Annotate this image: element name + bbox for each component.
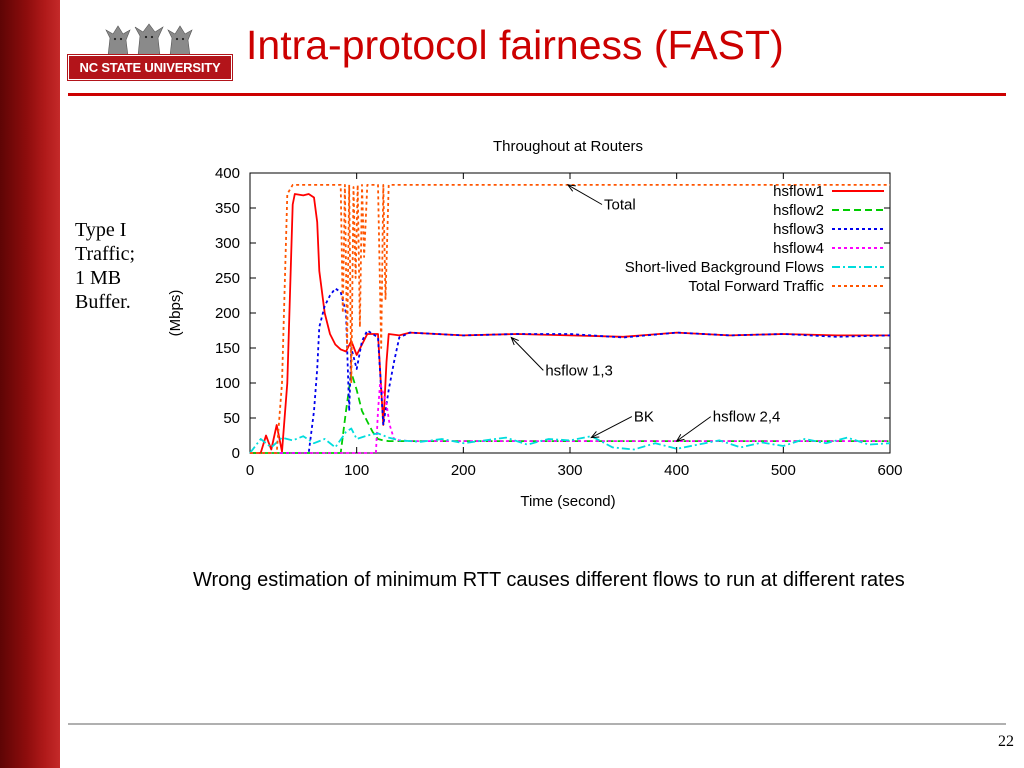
y-axis-label: (Mbps) <box>167 290 184 337</box>
traffic-type-note: Type I Traffic; 1 MB Buffer. <box>75 218 135 314</box>
annotation-arrow <box>510 337 544 371</box>
series-line <box>249 427 891 454</box>
legend-label: hsflow1 <box>773 183 824 200</box>
y-tick-label: 400 <box>215 165 240 182</box>
annotation-arrow <box>567 184 603 205</box>
annotation-label: Total <box>604 197 636 214</box>
page-number: 22 <box>998 733 1014 750</box>
series-line <box>250 287 891 454</box>
legend-label: Total Forward Traffic <box>688 278 824 295</box>
annotation-arrow <box>591 416 633 439</box>
series-line <box>250 193 890 454</box>
legend-label: hsflow3 <box>773 221 824 238</box>
y-tick-label: 100 <box>215 375 240 392</box>
y-tick-label: 150 <box>215 340 240 357</box>
x-tick-label: 500 <box>771 462 796 479</box>
x-tick-label: 400 <box>664 462 689 479</box>
y-tick-label: 200 <box>215 305 240 322</box>
throughput-chart: Throughout at Routers 0 100 200 300 400 500 60… <box>167 138 903 510</box>
legend-label: hsflow2 <box>773 202 824 219</box>
side-note-line: Traffic; <box>75 243 135 265</box>
x-tick-label: 0 <box>246 462 254 479</box>
side-note-line: Buffer. <box>75 291 131 313</box>
series-line <box>250 371 890 454</box>
wolf-mascot-icon <box>105 23 193 56</box>
annotation-arrow <box>676 416 712 442</box>
annotation-label: BK <box>634 409 654 426</box>
logo-wordmark-bar: NC STATE UNIVERSITY <box>68 55 232 80</box>
annotation-arrowhead <box>675 434 685 442</box>
title-divider <box>68 93 1006 96</box>
annotation-label: hsflow 2,4 <box>713 409 781 426</box>
y-tick-label: 50 <box>223 410 240 427</box>
footer-divider <box>68 723 1006 725</box>
y-tick-label: 0 <box>232 445 240 462</box>
slide-sidebar-band <box>0 0 60 768</box>
annotation-arrowhead <box>590 431 600 439</box>
x-tick-label: 600 <box>877 462 902 479</box>
slide-title: Intra-protocol fairness (FAST) <box>246 22 784 68</box>
slide-caption: Wrong estimation of minimum RTT causes d… <box>193 569 905 591</box>
x-tick-label: 200 <box>451 462 476 479</box>
y-tick-label: 350 <box>215 200 240 217</box>
y-tick-label: 250 <box>215 270 240 287</box>
x-axis-label: Time (second) <box>520 493 615 510</box>
chart-title: Throughout at Routers <box>493 138 643 155</box>
x-tick-label: 300 <box>557 462 582 479</box>
x-tick-label: 100 <box>344 462 369 479</box>
side-note-line: Type I <box>75 219 127 241</box>
side-note-line: 1 MB <box>75 267 122 289</box>
legend-label: Short-lived Background Flows <box>625 259 824 276</box>
logo-wordmark: NC STATE UNIVERSITY <box>79 60 221 75</box>
annotation-label: hsflow 1,3 <box>545 362 613 379</box>
nc-state-logo: NC STATE UNIVERSITY <box>68 22 232 80</box>
annotation-arrowhead <box>510 336 519 346</box>
annotation-arrowhead <box>566 184 576 192</box>
legend-label: hsflow4 <box>773 240 824 257</box>
y-tick-label: 300 <box>215 235 240 252</box>
